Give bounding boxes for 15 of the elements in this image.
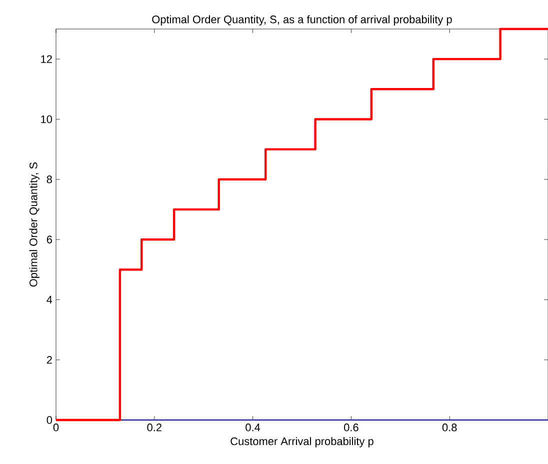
chart-title: Optimal Order Quantity, S, as a function of arrival probability p [152,15,452,26]
y-tick-label: 8 [46,176,52,184]
y-axis-title: Optimal Order Quantity, S [29,162,40,287]
x-tick-label: 0.4 [246,424,260,432]
x-tick-label: 0 [53,424,59,432]
x-axis-title: Customer Arrival probability p [230,437,374,448]
y-tick-label: 4 [46,296,52,304]
y-tick-label: 2 [46,356,52,364]
y-tick-label: 6 [46,236,52,244]
x-tick-label: 0.6 [344,424,358,432]
y-tick-label: 0 [46,416,52,424]
y-tick-label: 12 [41,55,52,63]
y-tick-label: 10 [41,115,52,124]
x-tick-label: 0.2 [147,424,162,432]
x-tick-label: 0.8 [442,424,457,432]
